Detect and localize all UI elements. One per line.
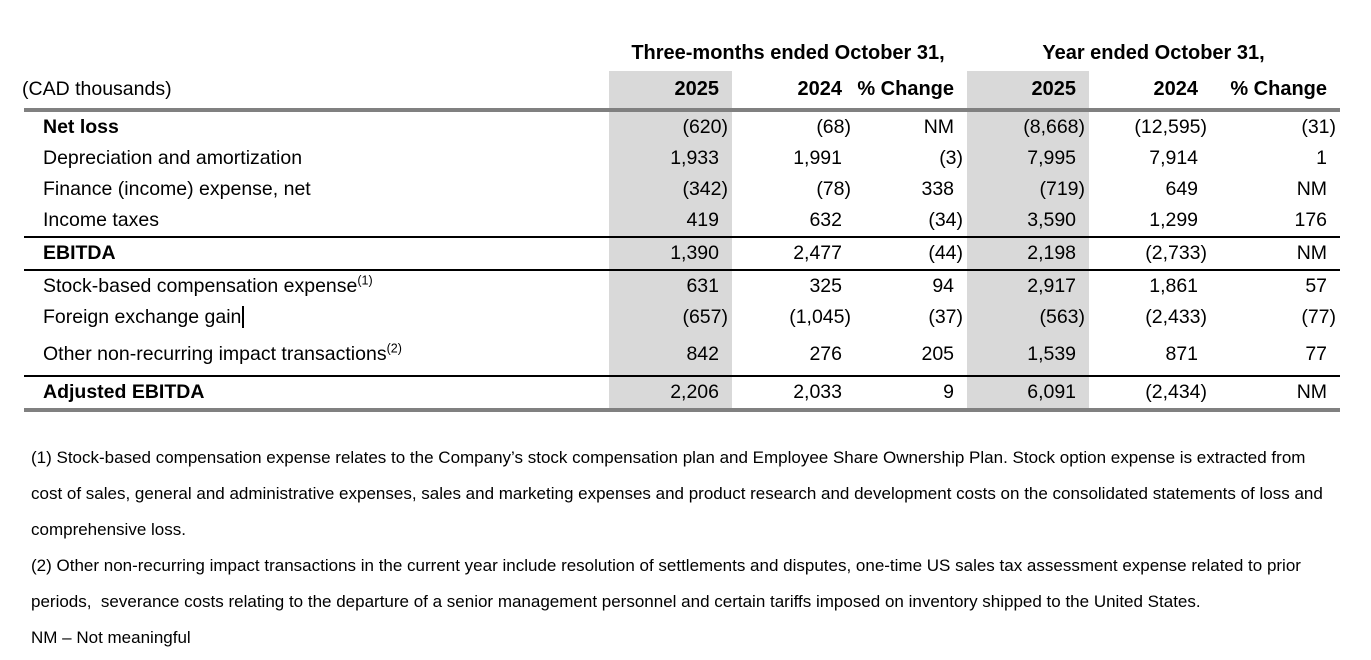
- column-header-q-change: % Change: [855, 71, 968, 112]
- footnote-1: (1) Stock-based compensation expense rel…: [31, 448, 1328, 539]
- table-row: Net loss (620) (68) NM (8,668) (12,595) (31): [24, 110, 1340, 143]
- value-cell: 631: [609, 270, 732, 302]
- table-row: Other non-recurring impact transactions(…: [24, 333, 1341, 377]
- table-row: Finance (income) expense, net (342) (78) 33…: [24, 174, 1340, 205]
- value-cell: 338: [921, 178, 955, 200]
- value-cell: (2,733): [1089, 237, 1212, 271]
- value-cell: 1,991: [793, 147, 842, 169]
- value-cell: 1,933: [609, 143, 732, 174]
- value-cell: 419: [609, 205, 732, 238]
- unit-label: (CAD thousands): [22, 71, 609, 112]
- value-cell: (78): [816, 178, 851, 200]
- value-cell: 2,477: [732, 237, 855, 271]
- column-header-row: (CAD thousands) 2025 2024 % Change 2025 …: [22, 71, 1341, 112]
- column-header-q-2025: 2025: [609, 71, 732, 112]
- value-cell: 205: [855, 333, 968, 377]
- row-label: Depreciation and amortization: [43, 147, 303, 169]
- row-label: Net loss: [43, 116, 119, 138]
- value-cell: 57: [1305, 275, 1328, 297]
- value-cell: 1,861: [1149, 275, 1199, 297]
- table-row: Income taxes 419 632 (34) 3,590 1,299 176: [24, 205, 1341, 238]
- table-row: Stock-based compensation expense(1) 631 32…: [24, 270, 1340, 302]
- value-cell: (12,595): [1134, 116, 1208, 138]
- value-cell: 77: [1211, 333, 1341, 377]
- value-cell: NM: [1211, 376, 1341, 412]
- table-row: Depreciation and amortization 1,933 1,991 (…: [24, 143, 1340, 174]
- value-cell: NM: [1211, 237, 1341, 271]
- table-row: Adjusted EBITDA 2,206 2,033 9 6,091 (2,434) NM: [24, 376, 1341, 412]
- value-cell: (77): [1301, 306, 1337, 328]
- value-cell: (563): [967, 302, 1090, 333]
- value-cell: (2,433): [1145, 306, 1208, 328]
- value-cell: (719): [967, 174, 1090, 205]
- period-header-row: Three-months ended October 31, Year ende…: [24, 33, 1340, 71]
- value-cell: 871: [1089, 333, 1212, 377]
- value-cell: (34): [855, 205, 968, 238]
- value-cell: 842: [609, 333, 732, 377]
- value-cell: 1,539: [967, 333, 1090, 377]
- value-cell: 94: [932, 275, 955, 297]
- value-cell: 1,390: [609, 237, 732, 271]
- table-body: Net loss (620) (68) NM (8,668) (12,595) (31) De…: [24, 110, 1341, 412]
- ebitda-reconciliation-table: Three-months ended October 31, Year ende…: [22, 33, 1341, 412]
- row-label: EBITDA: [24, 237, 609, 271]
- value-cell: 3,590: [967, 205, 1090, 238]
- table-row: EBITDA 1,390 2,477 (44) 2,198 (2,733) NM: [24, 237, 1341, 271]
- row-label: Stock-based compensation expense(1): [43, 273, 373, 297]
- value-cell: 1,299: [1089, 205, 1212, 238]
- value-cell: (68): [816, 116, 851, 138]
- value-cell: 649: [1165, 178, 1199, 200]
- value-cell: 9: [855, 376, 968, 412]
- spacer-cell: [24, 33, 609, 71]
- row-label: Adjusted EBITDA: [24, 376, 609, 412]
- text-cursor-caret: [242, 306, 245, 328]
- value-cell: 2,206: [609, 376, 732, 412]
- value-cell: (31): [1301, 116, 1337, 138]
- value-cell: 2,033: [732, 376, 855, 412]
- value-cell: (1,045): [789, 306, 851, 328]
- value-cell: 6,091: [967, 376, 1090, 412]
- row-label: Other non-recurring impact transactions(…: [24, 333, 609, 377]
- value-cell: (3): [939, 147, 964, 169]
- value-cell: NM: [923, 116, 955, 138]
- period-group-year: Year ended October 31,: [1042, 42, 1265, 64]
- row-label: Foreign exchange gain: [24, 302, 609, 333]
- value-cell: (2,434): [1089, 376, 1212, 412]
- value-cell: 7,914: [1149, 147, 1199, 169]
- footnote-2: (2) Other non-recurring impact transacti…: [31, 556, 1306, 611]
- value-cell: (44): [855, 237, 968, 271]
- value-cell: 632: [732, 205, 855, 238]
- value-cell: 7,995: [967, 143, 1090, 174]
- value-cell: 2,198: [967, 237, 1090, 271]
- period-group-quarter: Three-months ended October 31,: [631, 42, 945, 64]
- footnote-reference: (1): [357, 273, 373, 288]
- value-cell: (342): [609, 174, 732, 205]
- column-header-y-change: % Change: [1211, 71, 1341, 112]
- value-cell: (8,668): [967, 110, 1090, 143]
- footnote-reference: (2): [386, 341, 402, 355]
- column-header-q-2024: 2024: [732, 71, 855, 112]
- value-cell: 276: [732, 333, 855, 377]
- value-cell: 176: [1211, 205, 1341, 238]
- column-header-y-2025: 2025: [967, 71, 1090, 112]
- value-cell: (620): [609, 110, 732, 143]
- value-cell: (657): [609, 302, 732, 333]
- row-label: Income taxes: [24, 205, 609, 238]
- footnotes: (1) Stock-based compensation expense rel…: [31, 440, 1336, 656]
- column-header-y-2024: 2024: [1089, 71, 1212, 112]
- value-cell: NM: [1296, 178, 1328, 200]
- value-cell: (37): [928, 306, 964, 328]
- value-cell: 325: [809, 275, 842, 297]
- row-label: Finance (income) expense, net: [43, 178, 311, 200]
- footnote-nm: NM – Not meaningful: [31, 628, 191, 647]
- value-cell: 2,917: [967, 270, 1090, 302]
- value-cell: 1: [1316, 147, 1328, 169]
- table-row: Foreign exchange gain (657) (1,045) (37) (56…: [24, 302, 1340, 333]
